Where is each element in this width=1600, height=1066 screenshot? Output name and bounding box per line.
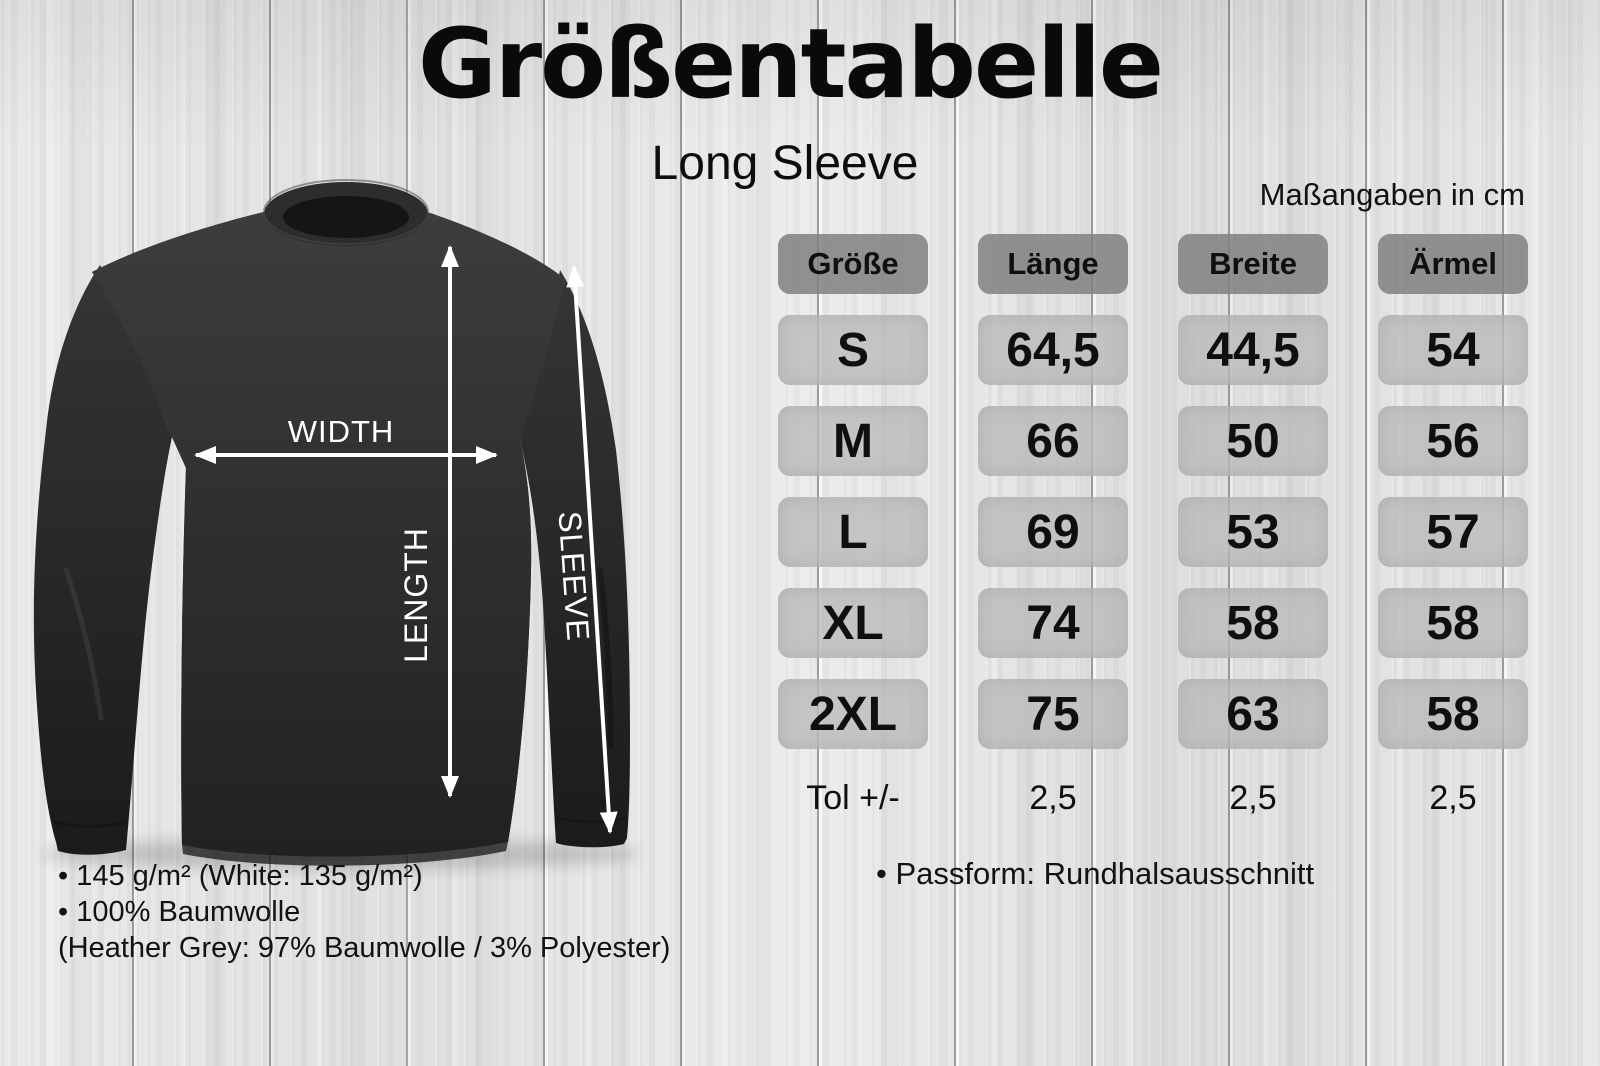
left-cuff-seam (53, 820, 128, 828)
value-cell-m-aermel: 56 (1378, 406, 1528, 476)
tolerance-label: Tol +/- (806, 778, 900, 817)
column-header-laenge: Länge (978, 234, 1128, 294)
value-cell-l-breite: 53 (1178, 497, 1328, 567)
tolerance-aermel: 2,5 (1429, 778, 1477, 817)
page-subtitle: Long Sleeve (651, 137, 919, 190)
value-cell-s-breite: 44,5 (1178, 315, 1328, 385)
width-label: WIDTH (288, 414, 395, 449)
value-cell-2xl-laenge: 75 (978, 679, 1128, 749)
value-cell-l-aermel: 57 (1378, 497, 1528, 567)
left-sleeve-highlight (63, 567, 104, 721)
sleeve-arrow (566, 265, 618, 834)
value-cell-2xl-breite: 63 (1178, 679, 1328, 749)
column-header-breite: Breite (1178, 234, 1328, 294)
value-cell-xl-aermel: 58 (1378, 588, 1528, 658)
size-table: Größe Länge Breite Ärmel S 64,5 44,5 54 … (778, 234, 1528, 826)
size-cell-s: S (778, 315, 928, 385)
value-cell-s-laenge: 64,5 (978, 315, 1128, 385)
note-weight: • 145 g/m² (White: 135 g/m²) (58, 860, 423, 892)
value-cell-2xl-aermel: 58 (1378, 679, 1528, 749)
shirt-diagram: WIDTH LENGTH SLEEVE (0, 150, 660, 880)
fit-note: • Passform: Rundhalsausschnitt (876, 856, 1315, 891)
tolerance-laenge: 2,5 (1029, 778, 1077, 817)
column-header-aermel: Ärmel (1378, 234, 1528, 294)
column-header-groesse: Größe (778, 234, 928, 294)
value-cell-xl-breite: 58 (1178, 588, 1328, 658)
collar-opening (283, 196, 409, 238)
value-cell-l-laenge: 69 (978, 497, 1128, 567)
units-note: Maßangaben in cm (1259, 177, 1525, 212)
note-heather-grey: (Heather Grey: 97% Baumwolle / 3% Polyes… (58, 932, 671, 964)
size-cell-2xl: 2XL (778, 679, 928, 749)
hem-shadow (182, 842, 508, 866)
note-cotton: • 100% Baumwolle (58, 896, 301, 928)
value-cell-xl-laenge: 74 (978, 588, 1128, 658)
material-notes: • 145 g/m² (White: 135 g/m²) • 100% Baum… (58, 858, 670, 966)
value-cell-s-aermel: 54 (1378, 315, 1528, 385)
long-sleeve-shirt-graphic: WIDTH LENGTH SLEEVE (33, 179, 640, 870)
collar-band-rim (263, 179, 429, 245)
tolerance-breite: 2,5 (1229, 778, 1277, 817)
size-cell-m: M (778, 406, 928, 476)
size-cell-xl: XL (778, 588, 928, 658)
value-cell-m-laenge: 66 (978, 406, 1128, 476)
left-sleeve (33, 265, 173, 855)
value-cell-m-breite: 50 (1178, 406, 1328, 476)
size-cell-l: L (778, 497, 928, 567)
page-title: Größentabelle (417, 8, 1164, 120)
length-label: LENGTH (398, 527, 434, 663)
